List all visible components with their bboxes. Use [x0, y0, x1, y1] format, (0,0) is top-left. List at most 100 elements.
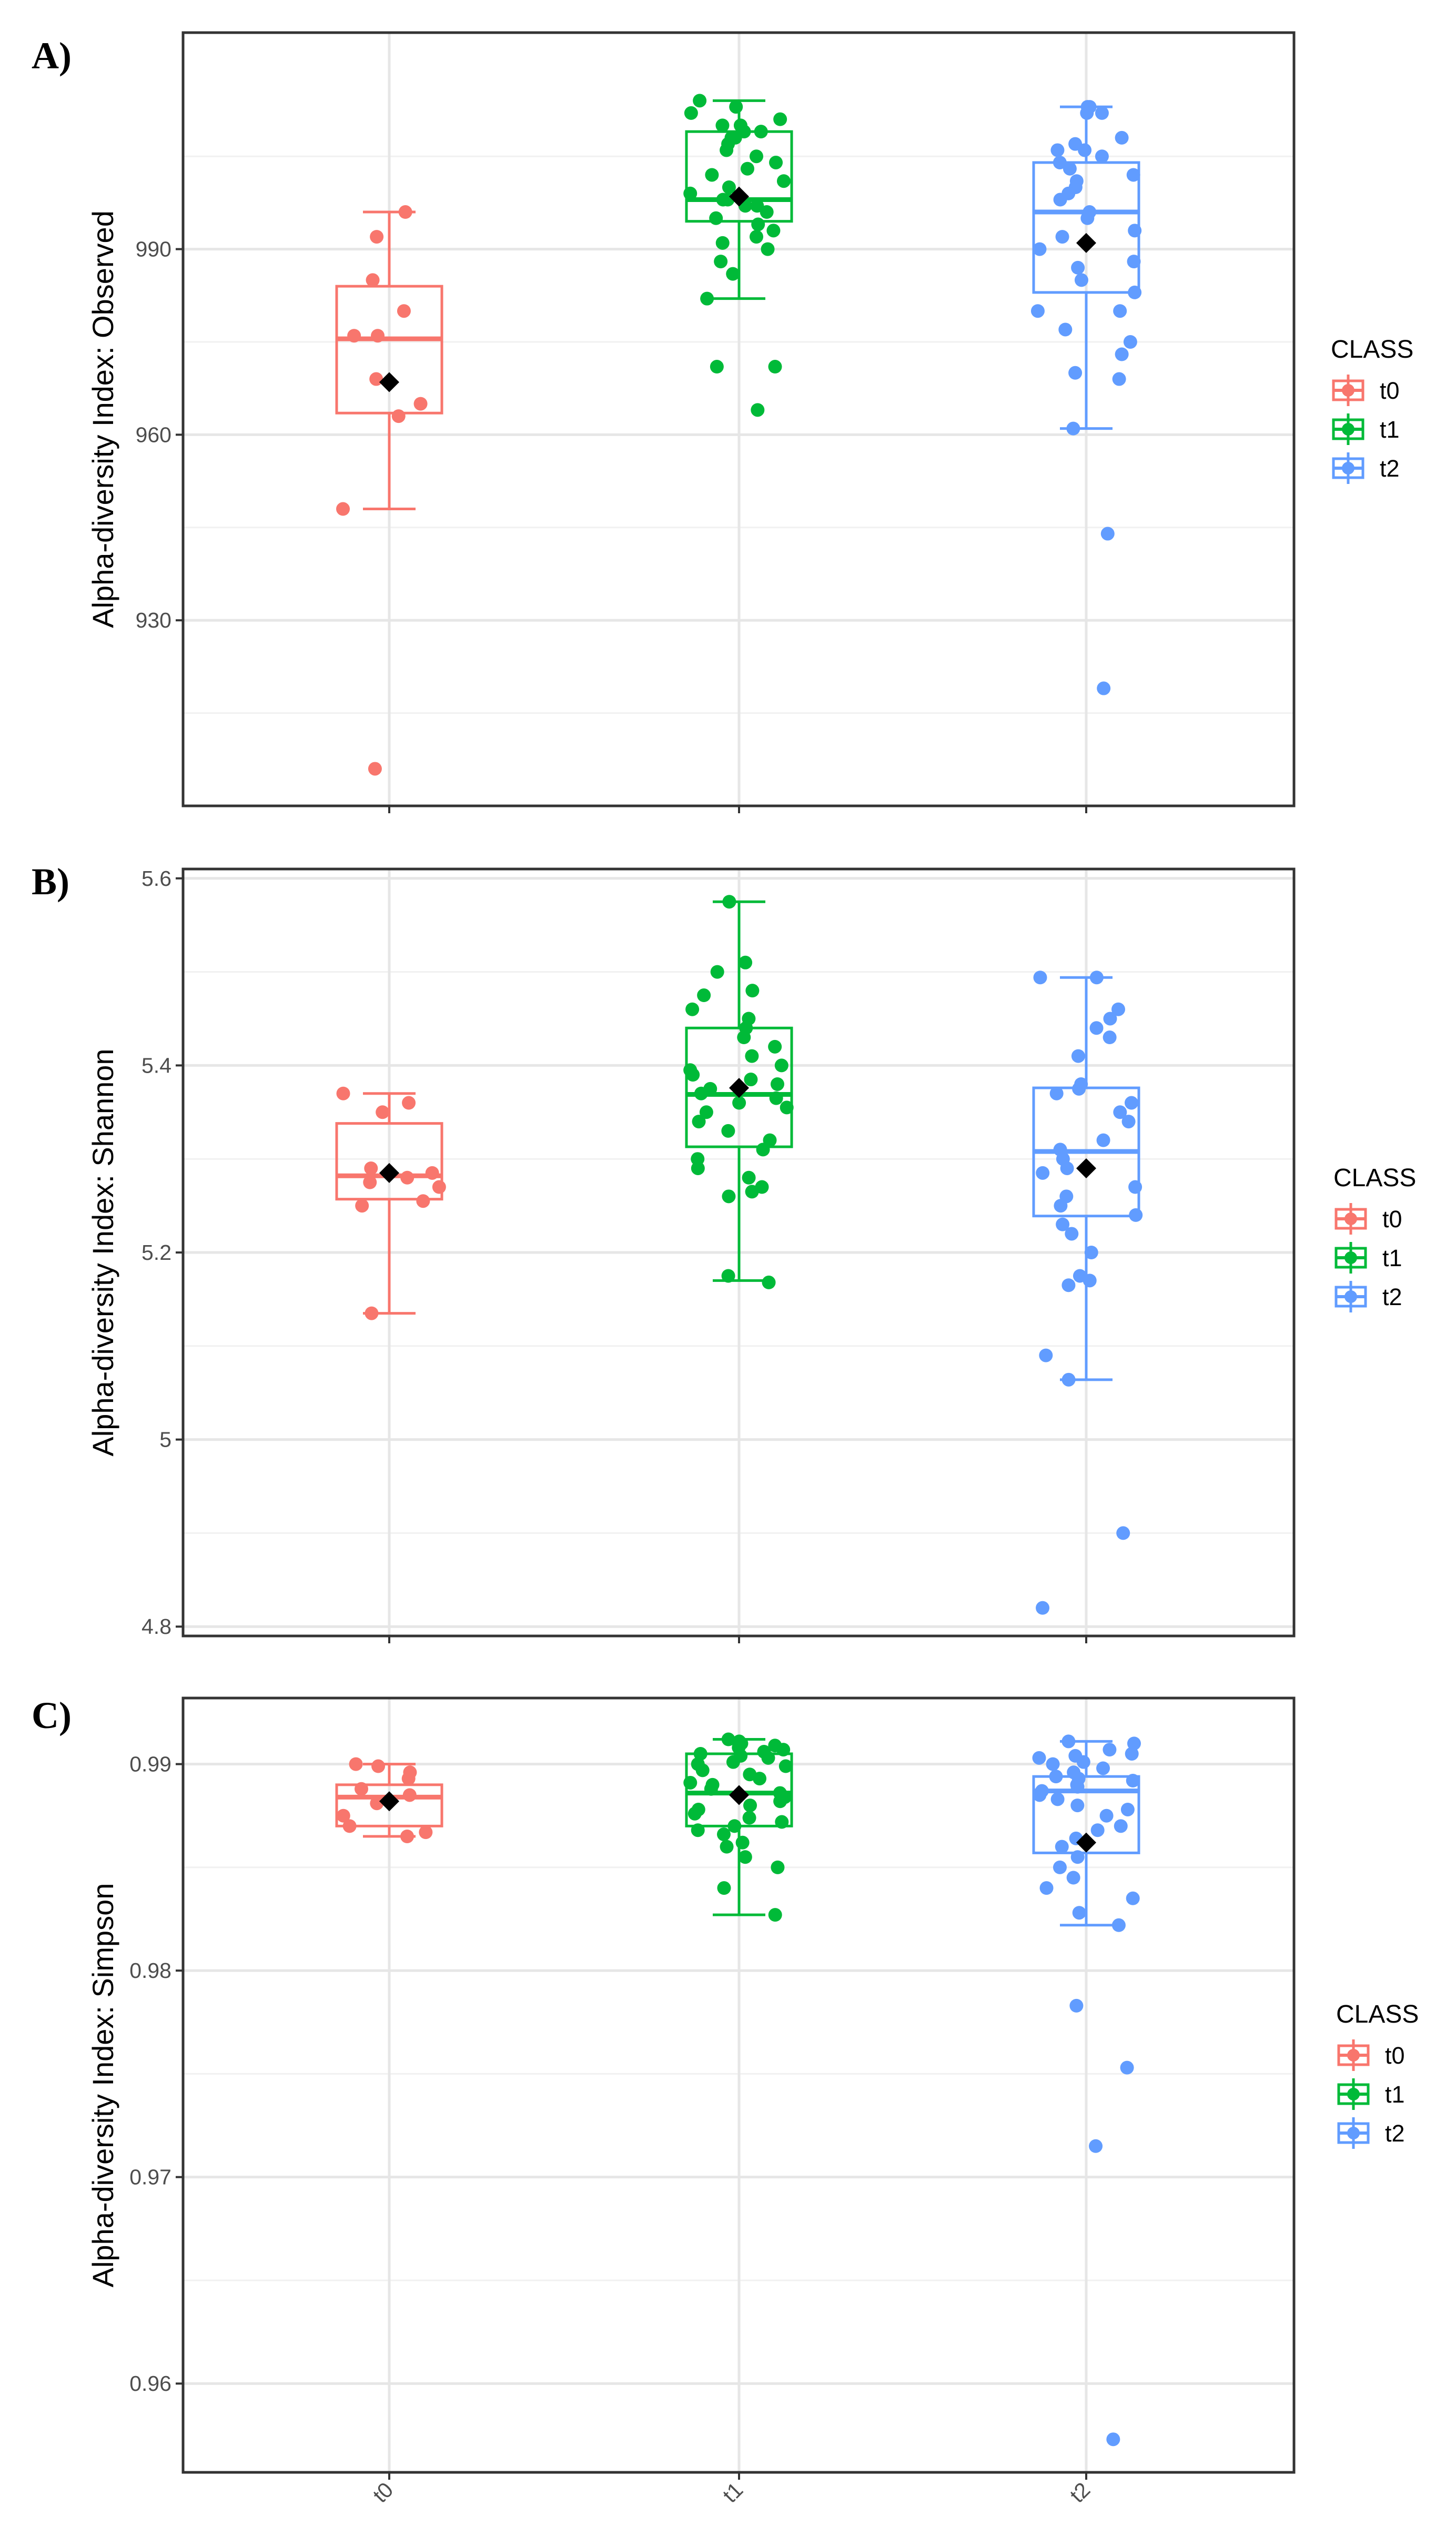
data-point	[1116, 1526, 1130, 1540]
data-point	[1053, 155, 1067, 169]
x-tick-label: t0	[368, 2478, 398, 2508]
data-point	[1103, 1743, 1117, 1757]
legend-label: t0	[1385, 2042, 1405, 2069]
legend-key-point	[1347, 2127, 1360, 2139]
data-point	[1127, 255, 1141, 269]
data-point	[739, 955, 753, 969]
data-point	[1112, 372, 1126, 386]
data-point	[1072, 1906, 1086, 1920]
data-point	[722, 895, 736, 909]
data-point	[751, 403, 765, 417]
box-t0	[335, 1757, 443, 1843]
box-t0	[335, 205, 443, 776]
data-point	[1033, 242, 1047, 256]
data-point	[1125, 1746, 1139, 1761]
data-point	[710, 965, 724, 979]
legend-key-point	[1342, 462, 1354, 474]
mean-marker	[729, 1078, 749, 1098]
data-point	[1066, 1871, 1080, 1885]
data-point	[738, 1850, 752, 1864]
legend-label: t0	[1382, 1206, 1402, 1232]
data-point	[1061, 1734, 1076, 1749]
data-point	[745, 1185, 759, 1199]
data-point	[1070, 1780, 1085, 1794]
data-point	[705, 168, 719, 182]
legend-label: t1	[1385, 2081, 1405, 2108]
data-point	[745, 1049, 759, 1063]
data-point	[697, 988, 711, 1003]
data-point	[425, 1166, 439, 1180]
data-point	[737, 1030, 751, 1045]
data-point	[1063, 161, 1077, 176]
legend-label: t2	[1380, 455, 1400, 482]
legend-key-t0	[1337, 2039, 1370, 2071]
legend-key-t2	[1334, 1281, 1367, 1312]
iqr-box	[685, 1026, 793, 1148]
data-point	[397, 304, 411, 318]
data-point	[1113, 304, 1127, 318]
data-point	[1103, 1030, 1117, 1045]
data-point	[699, 1105, 713, 1119]
data-point	[686, 1068, 700, 1082]
data-point	[735, 1835, 750, 1850]
data-point	[691, 1161, 705, 1175]
data-point	[391, 409, 406, 423]
box-t1	[683, 1732, 793, 1922]
data-point	[1053, 1860, 1067, 1874]
legend-label: t1	[1382, 1245, 1402, 1271]
data-point	[1083, 1274, 1097, 1288]
data-point	[753, 1772, 767, 1786]
data-point	[761, 242, 775, 256]
data-point	[1066, 421, 1080, 436]
data-point	[1126, 1891, 1140, 1905]
data-point	[336, 1809, 350, 1823]
data-point	[419, 1825, 433, 1840]
box-t0	[335, 1086, 446, 1320]
data-point	[727, 1819, 742, 1833]
y-tick-label: 990	[136, 237, 171, 261]
data-point	[1050, 1792, 1065, 1806]
legend-key-point	[1344, 1290, 1357, 1303]
data-point	[1100, 527, 1115, 541]
data-point	[1113, 1105, 1127, 1119]
y-tick-label: 5.6	[141, 866, 171, 891]
data-point	[745, 984, 760, 998]
legend-key-t0	[1332, 375, 1364, 406]
data-point	[691, 1823, 705, 1837]
data-point	[721, 1124, 735, 1138]
data-point	[732, 1096, 746, 1110]
box-t2	[1030, 100, 1142, 695]
box-t2	[1032, 1734, 1141, 2447]
data-point	[775, 1815, 789, 1829]
legend-label: t0	[1380, 377, 1400, 404]
y-tick-label: 0.99	[129, 1752, 171, 1776]
legend-title: CLASS	[1336, 2001, 1419, 2028]
y-tick-label: 5	[159, 1428, 171, 1452]
mean-marker	[729, 1785, 749, 1805]
mean-marker	[379, 372, 399, 392]
data-point	[769, 1091, 783, 1105]
data-point	[715, 118, 730, 133]
legend-key-point	[1342, 423, 1354, 436]
data-point	[729, 100, 743, 114]
panel-a: 930 960 990 Alpha-diversity Index: Observed…	[32, 31, 1413, 813]
mean-marker	[1076, 1158, 1096, 1178]
data-point	[726, 267, 740, 281]
data-point	[1089, 2139, 1103, 2153]
data-point	[687, 1806, 702, 1821]
data-point	[1055, 230, 1069, 244]
data-point	[768, 1908, 782, 1922]
data-point	[710, 360, 724, 374]
data-point	[1106, 2432, 1120, 2447]
data-point	[1036, 1166, 1050, 1180]
data-point	[347, 329, 361, 343]
data-point	[714, 255, 728, 269]
data-point	[1127, 1736, 1141, 1751]
data-point	[709, 211, 723, 225]
data-point	[1097, 681, 1111, 695]
data-point	[355, 1199, 369, 1213]
data-point	[692, 1115, 706, 1129]
data-point	[1095, 149, 1109, 164]
iqr-box	[1032, 161, 1140, 294]
legend-key-point	[1347, 2049, 1360, 2062]
